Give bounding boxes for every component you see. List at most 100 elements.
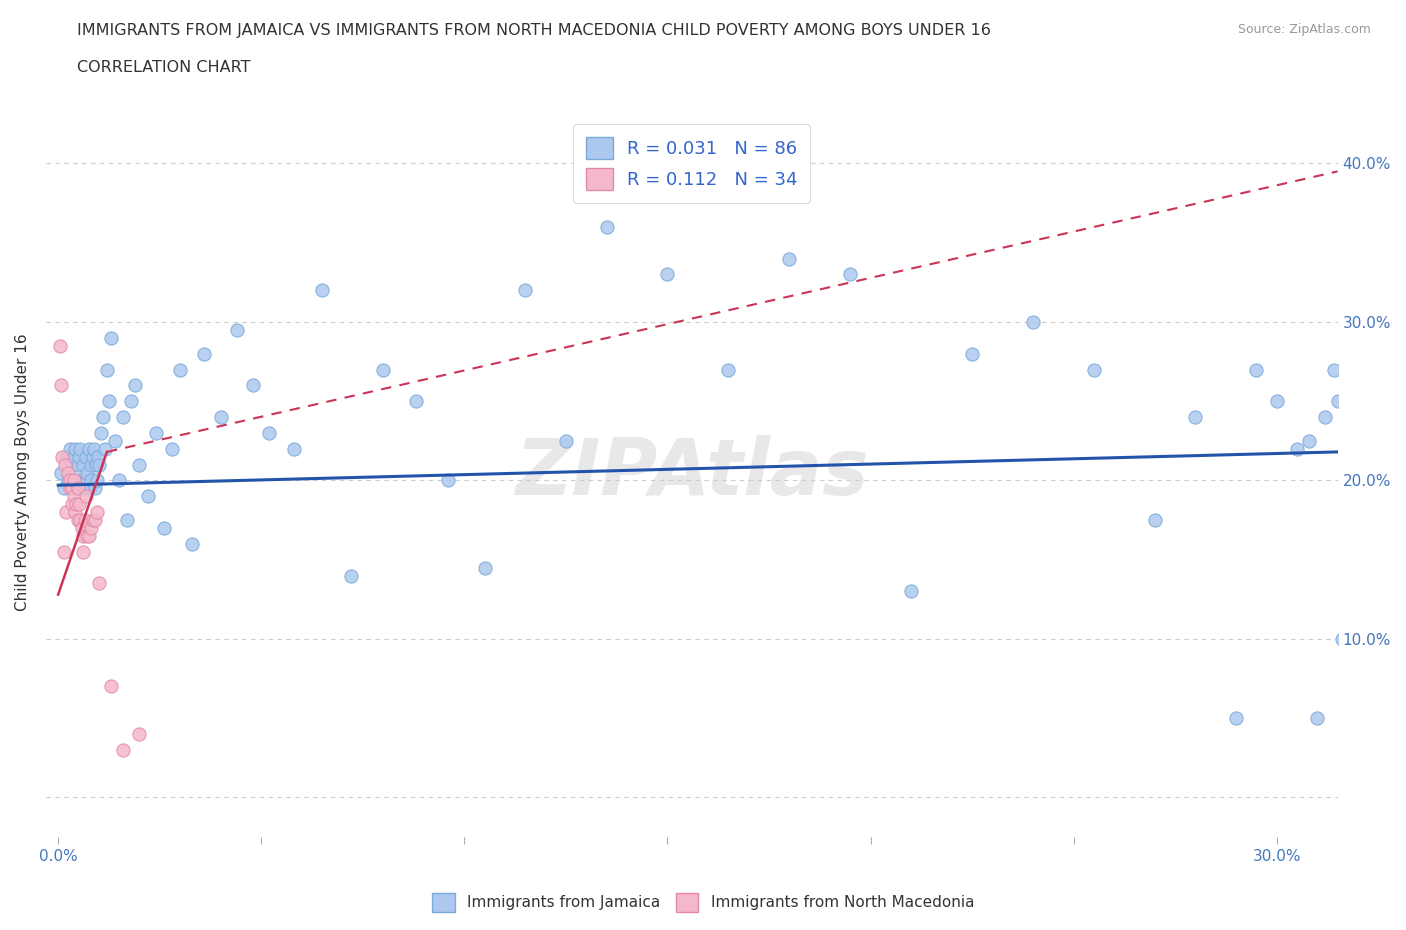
Point <box>76 473 98 488</box>
Point <box>90 425 112 440</box>
Point <box>112 409 135 424</box>
Point <box>76 528 98 543</box>
Point <box>1184 409 1206 424</box>
Point <box>51 378 73 392</box>
Point <box>839 267 862 282</box>
Point <box>53 481 76 496</box>
Point <box>72 458 94 472</box>
Point <box>76 465 98 480</box>
Legend: R = 0.031   N = 86, R = 0.112   N = 34: R = 0.031 N = 86, R = 0.112 N = 34 <box>574 125 810 203</box>
Point <box>115 512 138 527</box>
Point <box>83 512 105 527</box>
Point <box>72 544 94 559</box>
Point <box>69 442 91 457</box>
Point <box>405 393 427 408</box>
Point <box>1143 512 1166 527</box>
Legend: Immigrants from Jamaica, Immigrants from North Macedonia: Immigrants from Jamaica, Immigrants from… <box>426 887 980 918</box>
Point <box>100 679 122 694</box>
Point <box>1225 711 1247 725</box>
Point <box>169 362 191 377</box>
Point <box>339 568 361 583</box>
Point <box>1322 362 1344 377</box>
Point <box>595 219 617 234</box>
Point <box>145 425 167 440</box>
Point <box>128 726 150 741</box>
Point <box>554 433 576 448</box>
Text: CORRELATION CHART: CORRELATION CHART <box>77 60 250 75</box>
Point <box>59 481 82 496</box>
Point <box>49 339 72 353</box>
Point <box>259 425 281 440</box>
Point <box>73 481 96 496</box>
Point <box>371 362 394 377</box>
Point <box>67 497 90 512</box>
Point <box>108 473 131 488</box>
Point <box>1330 631 1353 646</box>
Point <box>225 323 247 338</box>
Point <box>63 442 86 457</box>
Point <box>120 393 142 408</box>
Point <box>124 378 146 392</box>
Point <box>283 442 305 457</box>
Point <box>73 512 96 527</box>
Point <box>62 473 84 488</box>
Point <box>60 481 83 496</box>
Point <box>72 473 94 488</box>
Point <box>63 449 86 464</box>
Point <box>1265 393 1288 408</box>
Point <box>60 497 83 512</box>
Point <box>63 505 86 520</box>
Text: Source: ZipAtlas.com: Source: ZipAtlas.com <box>1237 23 1371 36</box>
Point <box>1022 314 1045 329</box>
Point <box>136 489 159 504</box>
Point <box>87 458 110 472</box>
Point <box>474 560 496 575</box>
Point <box>209 409 232 424</box>
Point <box>53 544 76 559</box>
Point <box>91 409 114 424</box>
Point <box>62 473 84 488</box>
Point <box>67 481 90 496</box>
Point <box>657 267 679 282</box>
Point <box>1306 711 1329 725</box>
Point <box>79 458 101 472</box>
Point <box>94 442 117 457</box>
Point <box>70 521 93 536</box>
Point <box>1326 393 1348 408</box>
Point <box>80 473 103 488</box>
Point <box>70 481 93 496</box>
Point <box>66 458 89 472</box>
Point <box>75 489 97 504</box>
Point <box>87 576 110 591</box>
Point <box>55 505 77 520</box>
Point <box>79 521 101 536</box>
Point <box>66 512 89 527</box>
Y-axis label: Child Poverty Among Boys Under 16: Child Poverty Among Boys Under 16 <box>15 334 30 611</box>
Point <box>51 449 73 464</box>
Point <box>1083 362 1105 377</box>
Point <box>67 449 90 464</box>
Point <box>1298 433 1320 448</box>
Point <box>63 489 86 504</box>
Point <box>112 742 135 757</box>
Point <box>82 512 104 527</box>
Point <box>60 458 83 472</box>
Point <box>75 449 97 464</box>
Point <box>778 251 800 266</box>
Point <box>311 283 333 298</box>
Point <box>97 393 120 408</box>
Point <box>1246 362 1268 377</box>
Point <box>193 346 215 361</box>
Point <box>960 346 983 361</box>
Point <box>1285 442 1308 457</box>
Point <box>160 442 183 457</box>
Point <box>83 442 105 457</box>
Point <box>77 442 100 457</box>
Point <box>152 521 174 536</box>
Point <box>65 481 87 496</box>
Point <box>128 458 150 472</box>
Point <box>58 473 80 488</box>
Point <box>96 362 118 377</box>
Point <box>242 378 264 392</box>
Point <box>900 584 922 599</box>
